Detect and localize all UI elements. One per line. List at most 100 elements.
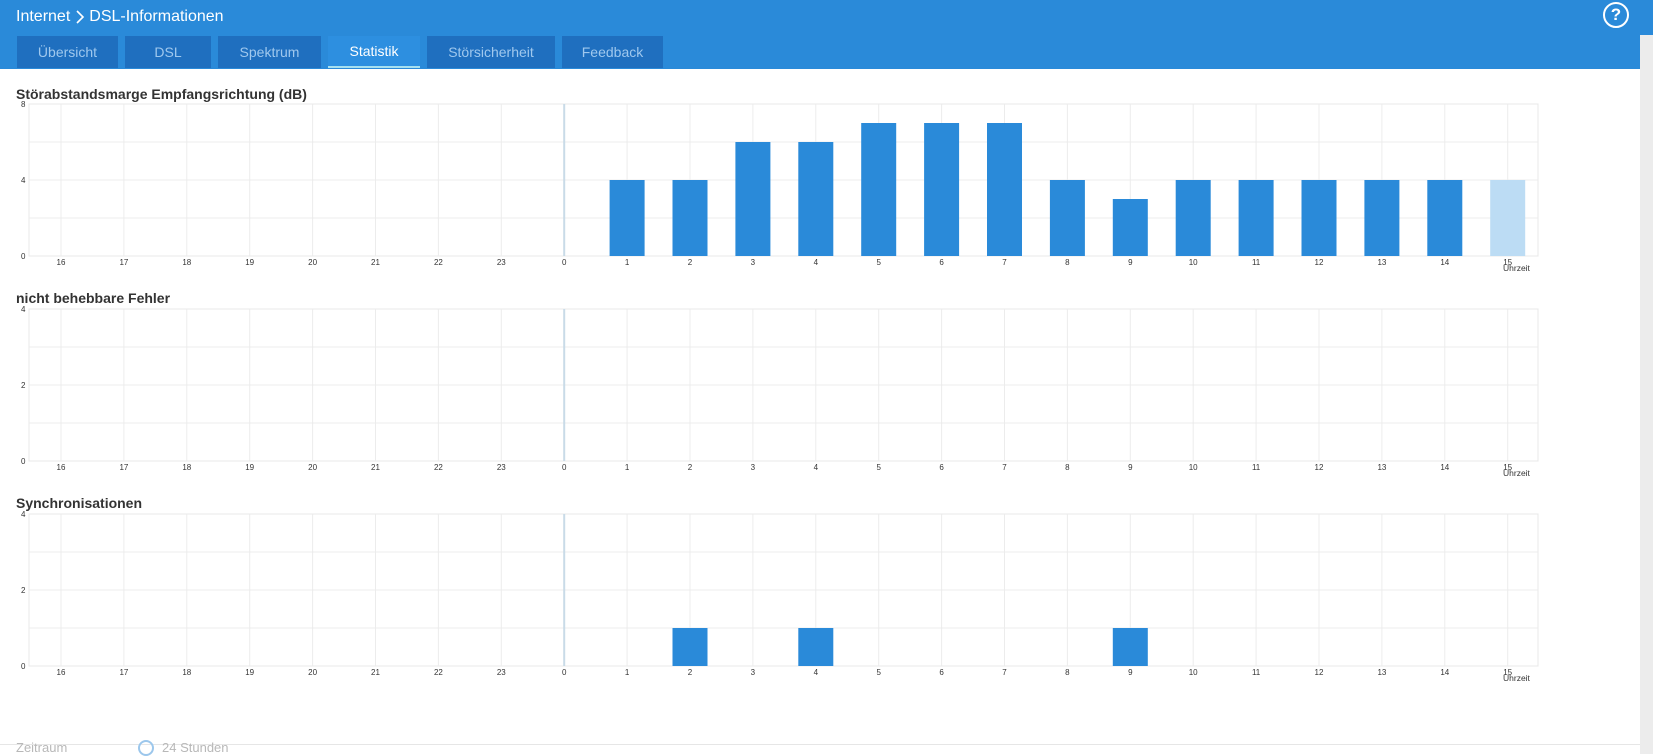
x-tick-label: 21 (371, 463, 380, 472)
divider (0, 744, 1640, 745)
chart-title-errors: nicht behebbare Fehler (16, 290, 171, 306)
x-tick-label: 12 (1315, 258, 1324, 267)
chart-bar (987, 123, 1022, 256)
x-tick-label: 5 (876, 258, 881, 267)
x-tick-label: 0 (562, 463, 567, 472)
x-tick-label: 10 (1189, 258, 1198, 267)
y-tick-label: 8 (21, 100, 26, 109)
period-label: Zeitraum (16, 740, 68, 755)
x-tick-label: 12 (1315, 463, 1324, 472)
x-tick-label: 7 (1002, 668, 1007, 677)
x-tick-label: 18 (182, 463, 191, 472)
chart-snr: 0 4 8 16 17 18 19 20 21 22 23 0 1 2 3 4 5 6 7 8 9 10 11 12 13 14 1… (0, 100, 1640, 280)
x-tick-label: 5 (876, 463, 881, 472)
y-tick-label: 0 (21, 457, 26, 466)
x-tick-label: 15 (1503, 258, 1512, 267)
scrollbar-track[interactable] (1640, 35, 1653, 754)
x-tick-label: 15 (1503, 668, 1512, 677)
x-tick-label: 22 (434, 463, 443, 472)
chart-bar (1238, 180, 1274, 256)
x-tick-label: 20 (308, 668, 317, 677)
chart-bar (1364, 180, 1400, 256)
x-tick-label: 23 (497, 668, 506, 677)
x-tick-label: 23 (497, 463, 506, 472)
x-tick-label: 3 (751, 668, 756, 677)
x-tick-label: 19 (245, 258, 254, 267)
x-tick-label: 2 (688, 668, 693, 677)
tab-label: Übersicht (37, 44, 98, 60)
chart-bar (1049, 180, 1085, 256)
breadcrumb-current: DSL-Informationen (89, 8, 224, 25)
x-tick-label: 16 (57, 668, 66, 677)
x-tick-label: 2 (688, 258, 693, 267)
x-tick-label: 8 (1065, 463, 1070, 472)
chart-bar (609, 180, 645, 256)
x-tick-label: 17 (119, 258, 128, 267)
help-icon[interactable]: ? (1603, 2, 1629, 28)
breadcrumb: Internet DSL-Informationen (16, 5, 224, 29)
tab-dsl[interactable]: DSL (125, 36, 211, 68)
x-tick-label: 0 (562, 258, 567, 267)
x-tick-label: 8 (1065, 258, 1070, 267)
x-tick-label: 18 (182, 258, 191, 267)
chart-bar (672, 628, 708, 666)
header-bar: Internet DSL-Informationen ? Übersicht D… (0, 0, 1640, 69)
x-tick-label: 6 (939, 258, 944, 267)
tab-label: Spektrum (239, 44, 300, 60)
chart-bar (672, 180, 708, 256)
tab-spektrum[interactable]: Spektrum (218, 36, 321, 68)
x-tick-label: 4 (814, 668, 819, 677)
y-tick-label: 0 (21, 662, 26, 671)
x-axis-label: Uhrzeit (1503, 263, 1531, 273)
tab-statistik[interactable]: Statistik (328, 36, 420, 68)
x-tick-label: 14 (1440, 258, 1449, 267)
period-option-label[interactable]: 24 Stunden (162, 740, 229, 755)
x-tick-label: 9 (1128, 258, 1133, 267)
x-tick-label: 9 (1128, 463, 1133, 472)
x-tick-label: 3 (751, 258, 756, 267)
x-tick-label: 4 (814, 258, 819, 267)
chart-sync: 0 2 4 16 17 18 19 20 21 22 23 0 1 2 3 4 5 6 7 8 9 10 11 12 13 14 1… (0, 510, 1640, 690)
x-tick-label: 10 (1189, 463, 1198, 472)
tab-label: DSL (154, 44, 182, 60)
y-tick-label: 4 (21, 176, 26, 185)
chart-title-snr: Störabstandsmarge Empfangsrichtung (dB) (16, 86, 307, 102)
x-tick-label: 8 (1065, 668, 1070, 677)
x-tick-label: 16 (57, 463, 66, 472)
x-tick-label: 11 (1252, 463, 1261, 472)
x-tick-label: 1 (625, 668, 630, 677)
x-tick-label: 21 (371, 668, 380, 677)
x-axis-label: Uhrzeit (1503, 468, 1531, 478)
chart-title-sync: Synchronisationen (16, 495, 143, 511)
chart-bar (735, 142, 771, 256)
y-tick-label: 4 (21, 305, 26, 314)
y-tick-label: 2 (21, 381, 26, 390)
y-tick-label: 2 (21, 586, 26, 595)
tab-uebersicht[interactable]: Übersicht (17, 36, 118, 68)
y-tick-label: 4 (21, 510, 26, 519)
x-tick-label: 17 (119, 463, 128, 472)
chart-bar (1301, 180, 1337, 256)
tab-label: Feedback (581, 44, 644, 60)
x-tick-label: 19 (245, 668, 254, 677)
chevron-right-icon (76, 10, 85, 24)
x-tick-label: 7 (1002, 463, 1007, 472)
x-tick-label: 13 (1377, 258, 1386, 267)
x-tick-label: 6 (939, 463, 944, 472)
breadcrumb-root[interactable]: Internet (16, 8, 71, 25)
x-tick-label: 6 (939, 668, 944, 677)
window-edge (1640, 0, 1653, 35)
tab-feedback[interactable]: Feedback (562, 36, 663, 68)
tab-label: Störsicherheit (448, 44, 534, 60)
x-tick-label: 1 (625, 463, 630, 472)
x-tick-label: 12 (1315, 668, 1324, 677)
chart-bar (1112, 628, 1148, 666)
tab-stoersicherheit[interactable]: Störsicherheit (427, 36, 555, 68)
x-tick-label: 23 (497, 258, 506, 267)
x-tick-label: 18 (182, 668, 191, 677)
x-tick-label: 5 (876, 668, 881, 677)
chart-bar (924, 123, 960, 256)
y-tick-label: 0 (21, 252, 26, 261)
x-tick-label: 19 (245, 463, 254, 472)
